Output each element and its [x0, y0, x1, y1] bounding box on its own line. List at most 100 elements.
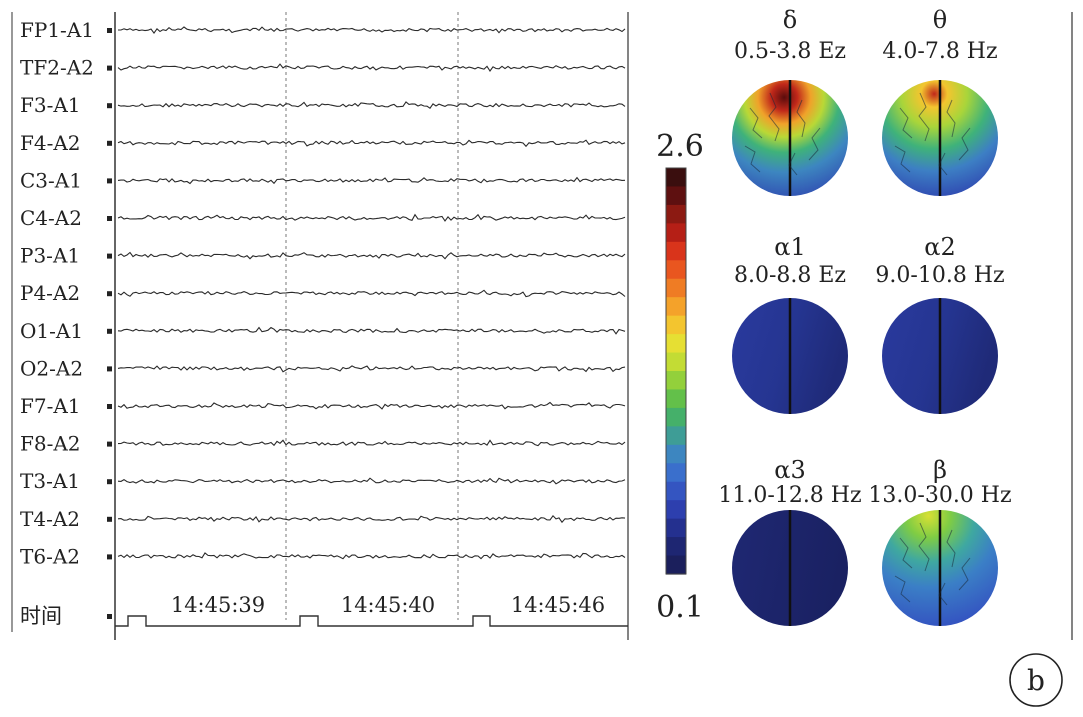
channel-tick: [107, 479, 112, 485]
time-row-tick: [107, 614, 112, 619]
topomap-2: θ 4.0-7.8 Hz: [882, 6, 998, 196]
channel-label: P3-A1: [20, 244, 80, 268]
colorbar-cell: [666, 334, 686, 354]
colorbar-cell: [666, 371, 686, 391]
band-symbol: δ: [783, 6, 797, 34]
channel-tick: [107, 516, 112, 522]
colorbar-cell: [666, 168, 686, 188]
colorbar-cell: [666, 260, 686, 280]
topomap-1: δ 0.5-3.8 Ez: [732, 6, 848, 196]
channel-tick: [107, 291, 112, 297]
colorbar-cell: [666, 352, 686, 372]
band-symbol: α1: [774, 233, 805, 261]
channel-label: F8-A2: [20, 432, 81, 456]
timestamp-1: 14:45:39: [171, 593, 265, 617]
channel-tick: [107, 140, 112, 146]
topomap-6: β13.0-30.0 Hz: [868, 456, 1012, 626]
channel-label: O1-A1: [20, 319, 83, 343]
panel-badge: b: [1009, 653, 1063, 707]
channel-tick: [107, 103, 112, 109]
sulci-overlay: [744, 92, 821, 176]
eeg-trace: [117, 101, 626, 109]
eeg-trace: [117, 326, 626, 335]
colorbar-cell: [666, 555, 686, 575]
topomap-4: α29.0-10.8 Hz: [875, 233, 1005, 414]
channel-label: C4-A2: [20, 206, 82, 230]
eeg-trace: [117, 63, 626, 72]
eeg-trace: [117, 139, 626, 148]
eeg-trace: [117, 477, 626, 485]
eeg-trace: [117, 213, 626, 222]
channel-label: F3-A1: [20, 93, 81, 117]
colorbar-cell: [666, 537, 686, 557]
band-range: 11.0-12.8 Hz: [718, 483, 861, 508]
channel-label: FP1-A1: [20, 18, 94, 42]
channel-tick: [107, 178, 112, 184]
colorbar-cell: [666, 186, 686, 206]
timestamp-2: 14:45:40: [341, 593, 435, 617]
eeg-trace: [117, 552, 626, 560]
band-symbol: θ: [933, 6, 947, 34]
eeg-trace: [117, 514, 626, 524]
band-range: 8.0-8.8 Ez: [734, 263, 846, 288]
channel-label: T6-A2: [20, 544, 80, 568]
channel-label: C3-A1: [20, 168, 82, 192]
eeg-trace: [117, 365, 626, 373]
eeg-trace: [117, 439, 626, 447]
eeg-trace: [118, 26, 626, 35]
sulci-overlay: [894, 522, 971, 606]
channel-label: F4-A2: [20, 131, 81, 155]
colorbar-cell: [666, 463, 686, 483]
panel-badge-letter: b: [1027, 664, 1045, 697]
channel-label: T3-A1: [20, 469, 80, 493]
color-scale: 2.6 0.1: [656, 129, 704, 625]
time-row-label: 时间: [20, 604, 62, 628]
band-symbol: α3: [774, 456, 805, 484]
colorbar-frame: [665, 167, 687, 575]
colorbar-cell: [666, 444, 686, 464]
channel-tick: [107, 216, 112, 221]
channel-tick: [107, 65, 112, 71]
band-range: 4.0-7.8 Hz: [882, 39, 997, 64]
channel-tick: [107, 328, 112, 334]
band-range: 9.0-10.8 Hz: [875, 263, 1004, 288]
band-symbol: α2: [924, 233, 955, 261]
band-symbol: β: [933, 456, 947, 484]
colorbar-cell: [666, 426, 686, 446]
colorbar-cell: [666, 389, 686, 409]
colorbar-cell: [666, 315, 686, 335]
eeg-trace: [117, 401, 626, 410]
colorbar-cell: [666, 407, 686, 427]
channel-tick: [107, 253, 112, 259]
time-marker-trace: [115, 615, 628, 627]
channel-label: F7-A1: [20, 394, 81, 418]
eeg-trace-panel: FP1-A1 TF2-A2 F3-A1 F4-A2 C3-A1 C4-A2 P3-A1 P4-…: [11, 12, 629, 640]
eeg-trace: [117, 289, 626, 298]
channel-label: P4-A2: [20, 281, 80, 305]
timestamp-3: 14:45:46: [511, 593, 605, 617]
channel-tick: [107, 404, 112, 409]
channel-tick: [107, 441, 112, 447]
band-range: 0.5-3.8 Ez: [734, 39, 846, 64]
colorbar-cell: [666, 223, 686, 243]
eeg-trace: [117, 176, 626, 185]
colorbar-cell: [666, 500, 686, 520]
channel-tick: [107, 366, 112, 372]
channel-tick: [107, 554, 112, 560]
colorbar-cell: [666, 241, 686, 261]
colorbar-min-label: 0.1: [656, 590, 704, 625]
sulci-overlay: [894, 92, 971, 176]
colorbar-max-label: 2.6: [656, 129, 704, 164]
channel-label: O2-A2: [20, 356, 83, 380]
channel-label: T4-A2: [20, 507, 80, 531]
colorbar-cell: [666, 204, 686, 224]
colorbar-cell: [666, 481, 686, 501]
band-range: 13.0-30.0 Hz: [868, 483, 1011, 508]
channel-tick: [107, 28, 112, 33]
topomap-3: α18.0-8.8 Ez: [732, 233, 848, 414]
channel-label: TF2-A2: [20, 56, 94, 80]
colorbar-cell: [666, 518, 686, 538]
